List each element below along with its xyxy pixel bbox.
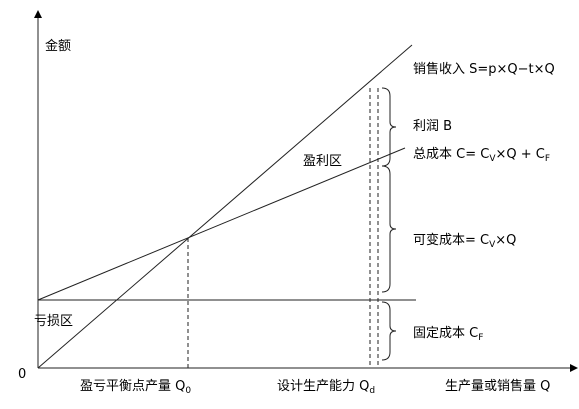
origin: 0: [18, 367, 26, 382]
profit-label: 利润 B: [413, 119, 452, 134]
capacity-label: 设计生产能力 Qd: [277, 379, 375, 396]
text-part: 利润 B: [413, 119, 452, 134]
subscript: F: [478, 333, 483, 343]
text-part: 可变成本= C: [413, 232, 489, 248]
text-part: 固定成本 C: [413, 326, 478, 341]
revenue-line: [37, 44, 413, 369]
text-part: 设计生产能力 Q: [277, 379, 369, 394]
fixed-cost-label: 固定成本 CF: [413, 326, 483, 343]
brace: [381, 301, 397, 361]
profit-region: 盈利区: [303, 154, 342, 169]
loss-region: 亏损区: [34, 314, 73, 329]
break-even-label: 盈亏平衡点产量 Q0: [80, 379, 191, 396]
text-part: 销售收入 S=p×Q−t×Q: [413, 61, 555, 77]
brace: [381, 165, 397, 293]
subscript: 0: [185, 386, 191, 396]
subscript: d: [369, 386, 375, 396]
subscript: F: [545, 154, 550, 164]
variable-cost-label: 可变成本= CV×Q: [413, 232, 516, 250]
total-cost-line: [37, 147, 406, 301]
text-part: ×Q + C: [495, 147, 544, 162]
text-part: 总成本 C= C: [413, 147, 489, 162]
text-part: ×Q: [495, 233, 516, 248]
y-label: 金额: [45, 38, 71, 54]
revenue-label: 销售收入 S=p×Q−t×Q: [413, 61, 555, 77]
subscript: V: [489, 154, 496, 164]
brace: [381, 87, 397, 167]
text-part: 盈亏平衡点产量 Q: [80, 379, 185, 394]
x-label: 生产量或销售量 Q: [445, 378, 550, 394]
subscript: V: [489, 240, 496, 250]
total-cost-label: 总成本 C= CV×Q + CF: [413, 147, 550, 164]
